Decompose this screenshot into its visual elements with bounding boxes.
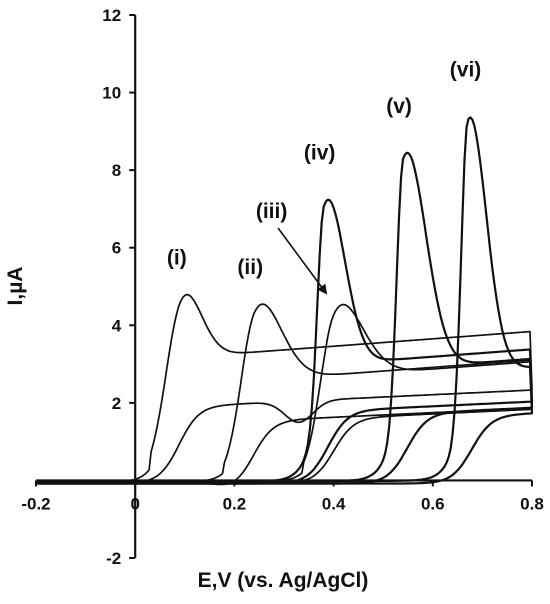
cv-curve-1 [35, 293, 533, 485]
peak-label-6: (vi) [450, 58, 482, 81]
x-tick-label: -0.2 [21, 494, 50, 513]
peak-label-3: (iii) [256, 200, 288, 223]
peak-labels-group: (i) (ii) (iii) (iv) (v) (vi) [167, 58, 481, 279]
annotation-arrow-iii [277, 227, 328, 295]
cv-curve-6 [34, 116, 534, 485]
y-tick-label: 6 [112, 239, 121, 258]
y-tick-label: 8 [112, 161, 121, 180]
y-tick-label: 2 [112, 394, 121, 413]
peak-label-2: (ii) [237, 256, 263, 279]
y-tick-label: 4 [112, 316, 122, 335]
peak-label-1: (i) [167, 246, 187, 269]
x-tick-label: 0.4 [322, 494, 346, 513]
y-axis-title: I,µA [4, 267, 27, 306]
peak-label-4: (iv) [304, 142, 336, 165]
x-tick-label: 0.6 [421, 494, 445, 513]
ticks-group: -0.2 0 0.2 0.4 0.6 0.8 -2 2 4 6 8 10 12 [21, 6, 543, 568]
y-tick-label: 12 [102, 6, 121, 25]
x-tick-label: 0.8 [520, 494, 544, 513]
y-tick-label: 10 [102, 84, 121, 103]
y-tick-label: -2 [106, 549, 121, 568]
peak-label-5: (v) [386, 95, 412, 118]
x-tick-label: 0 [130, 494, 139, 513]
x-axis-title: E,V (vs. Ag/AgCl) [198, 569, 369, 592]
x-tick-label: 0.2 [223, 494, 247, 513]
curves-group [34, 116, 534, 486]
